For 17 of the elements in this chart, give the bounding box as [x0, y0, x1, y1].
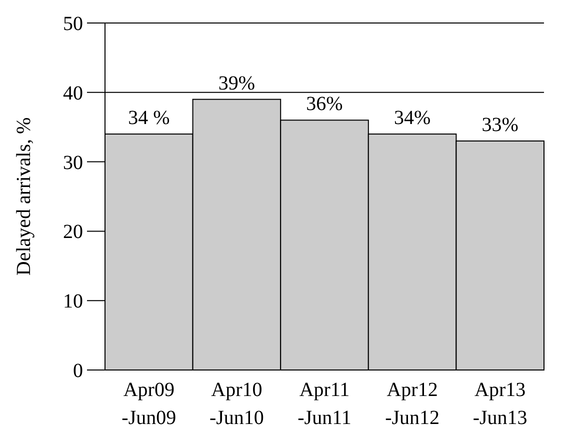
y-tick-label: 50: [63, 13, 83, 35]
data-label: 34 %: [128, 107, 170, 130]
data-label: 36%: [306, 93, 343, 116]
data-label: 33%: [482, 114, 518, 136]
y-tick-label: 20: [63, 221, 83, 244]
y-tick-label: 40: [63, 82, 83, 104]
data-label: 39%: [218, 72, 256, 94]
x-tick-label: Apr12 -Jun12: [385, 379, 440, 429]
x-tick-label: Apr10 -Jun10: [209, 379, 264, 429]
data-label: 34%: [394, 107, 431, 130]
y-axis-title: Delayed arrivals, %: [13, 117, 35, 276]
x-tick-label: Apr11 -Jun11: [298, 379, 352, 429]
y-tick-label: 30: [63, 152, 83, 174]
y-tick-label: 10: [63, 290, 83, 313]
y-tick-label: 0: [73, 360, 83, 382]
x-tick-label: Apr13 -Jun13: [472, 379, 528, 429]
x-tick-label: Apr09 -Jun09: [122, 379, 176, 429]
